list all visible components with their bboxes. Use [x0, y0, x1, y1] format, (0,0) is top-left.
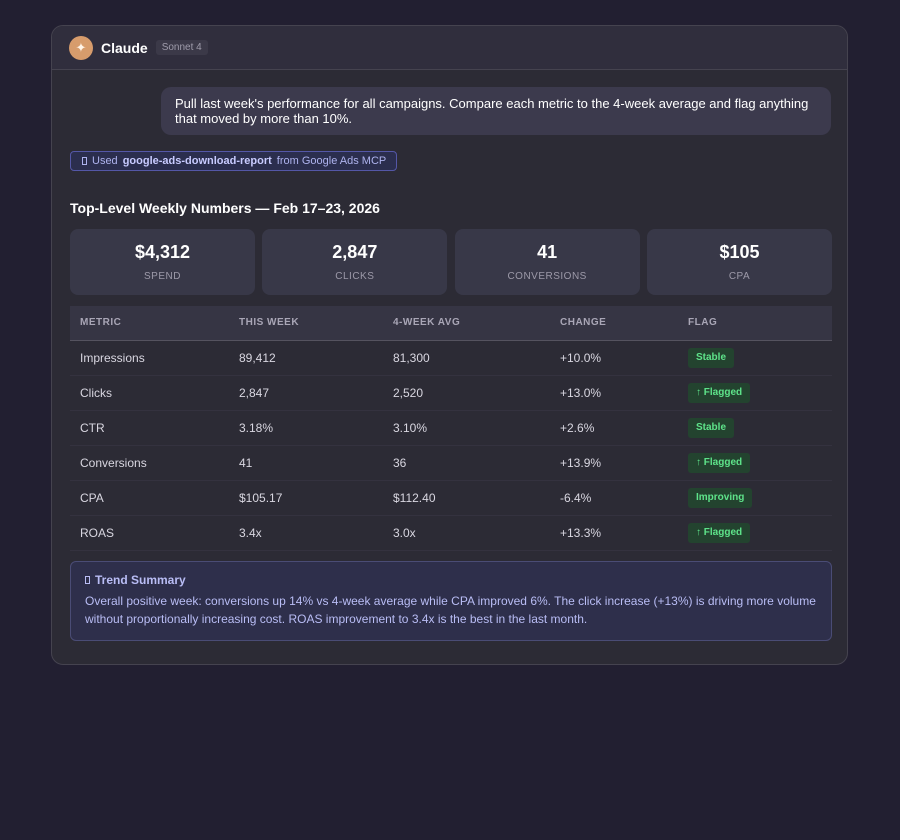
metric-cell: CPA — [70, 480, 229, 516]
change-cell: +13.9% — [550, 445, 678, 481]
change-cell: +10.0% — [550, 340, 678, 376]
kpi-label: CPA — [728, 271, 751, 282]
table-row: Impressions 89,412 81,300 +10.0% Stable — [70, 340, 832, 376]
column-header-metric: METRIC — [70, 306, 229, 341]
flag-cell: ↑ Flagged — [678, 445, 832, 481]
change-cell: +2.6% — [550, 410, 678, 446]
this-week-cell: $105.17 — [229, 480, 383, 516]
table-row: Conversions 41 36 +13.9% ↑ Flagged — [70, 445, 832, 481]
avg-cell: 81,300 — [383, 340, 550, 376]
avg-cell: 2,520 — [383, 375, 550, 411]
status-badge: ↑ Flagged — [688, 522, 751, 543]
status-badge: ↑ Flagged — [688, 452, 751, 473]
flag-cell: Stable — [678, 410, 832, 446]
this-week-cell: 89,412 — [229, 340, 383, 376]
kpi-card-spend: $4,312 SPEND — [70, 229, 255, 295]
column-header-change: CHANGE — [550, 306, 678, 341]
sparkle-icon: ✦ — [69, 35, 93, 60]
trend-summary-text: Overall positive week: conversions up 14… — [85, 594, 816, 626]
kpi-label: CLICKS — [335, 271, 375, 282]
chat-window: ✦ Claude Sonnet 4 Pull last week's perfo… — [51, 25, 848, 665]
flag-cell: ↑ Flagged — [678, 375, 832, 411]
table-row: ROAS 3.4x 3.0x +13.3% ↑ Flagged — [70, 515, 832, 551]
kpi-cards: $4,312 SPEND 2,847 CLICKS 41 CONVERSIONS… — [70, 229, 832, 295]
metrics-table: METRIC THIS WEEK 4-WEEK AVG CHANGE FLAG … — [70, 306, 832, 551]
column-header-4-week-avg: 4-WEEK AVG — [383, 306, 550, 341]
change-cell: -6.4% — [550, 480, 678, 516]
app-name: Claude — [101, 39, 148, 56]
metric-cell: Clicks — [70, 375, 229, 411]
avg-cell: 36 — [383, 445, 550, 481]
status-badge: ↑ Flagged — [688, 382, 751, 403]
table-row: CTR 3.18% 3.10% +2.6% Stable — [70, 410, 832, 446]
flag-cell: Stable — [678, 340, 832, 376]
change-cell: +13.0% — [550, 375, 678, 411]
summary-icon — [85, 576, 90, 584]
metric-cell: Conversions — [70, 445, 229, 481]
flag-cell: ↑ Flagged — [678, 515, 832, 551]
table-header-row: METRIC THIS WEEK 4-WEEK AVG CHANGE FLAG — [70, 306, 832, 341]
tool-use-prefix: Used — [92, 155, 118, 167]
this-week-cell: 2,847 — [229, 375, 383, 411]
kpi-value: $105 — [719, 242, 760, 262]
metric-cell: CTR — [70, 410, 229, 446]
avg-cell: 3.0x — [383, 515, 550, 551]
kpi-label: SPEND — [144, 271, 181, 282]
kpi-value: 41 — [537, 242, 558, 262]
tool-use-suffix: from Google Ads MCP — [276, 155, 387, 167]
metric-cell: ROAS — [70, 515, 229, 551]
user-message: Pull last week's performance for all cam… — [161, 87, 831, 135]
tool-icon — [82, 157, 87, 165]
status-badge: Stable — [688, 347, 735, 368]
this-week-cell: 3.4x — [229, 515, 383, 551]
trend-summary: Trend Summary Overall positive week: con… — [70, 561, 832, 641]
metric-cell: Impressions — [70, 340, 229, 376]
this-week-cell: 41 — [229, 445, 383, 481]
trend-summary-title: Trend Summary — [85, 573, 817, 587]
status-badge: Stable — [688, 417, 735, 438]
kpi-value: $4,312 — [134, 242, 191, 262]
kpi-card-conversions: 41 CONVERSIONS — [454, 229, 640, 295]
column-header-flag: FLAG — [678, 306, 832, 341]
kpi-label: CONVERSIONS — [507, 271, 587, 282]
change-cell: +13.3% — [550, 515, 678, 551]
trend-summary-heading: Trend Summary — [95, 573, 186, 587]
table-row: CPA $105.17 $112.40 -6.4% Improving — [70, 480, 832, 516]
tool-name: google-ads-download-report — [122, 155, 272, 167]
this-week-cell: 3.18% — [229, 410, 383, 446]
kpi-card-cpa: $105 CPA — [646, 229, 832, 295]
table-row: Clicks 2,847 2,520 +13.0% ↑ Flagged — [70, 375, 832, 411]
chat-header: ✦ Claude Sonnet 4 — [52, 26, 847, 70]
avg-cell: 3.10% — [383, 410, 550, 446]
status-badge: Improving — [688, 487, 753, 508]
report-title: Top-Level Weekly Numbers — Feb 17–23, 20… — [70, 200, 380, 216]
kpi-value: 2,847 — [332, 242, 378, 262]
model-badge: Sonnet 4 — [155, 40, 208, 55]
avg-cell: $112.40 — [383, 480, 550, 516]
column-header-this-week: THIS WEEK — [229, 306, 383, 341]
tool-use-pill[interactable]: Used google-ads-download-report from Goo… — [70, 151, 398, 171]
flag-cell: Improving — [678, 480, 832, 516]
kpi-card-clicks: 2,847 CLICKS — [262, 229, 448, 295]
